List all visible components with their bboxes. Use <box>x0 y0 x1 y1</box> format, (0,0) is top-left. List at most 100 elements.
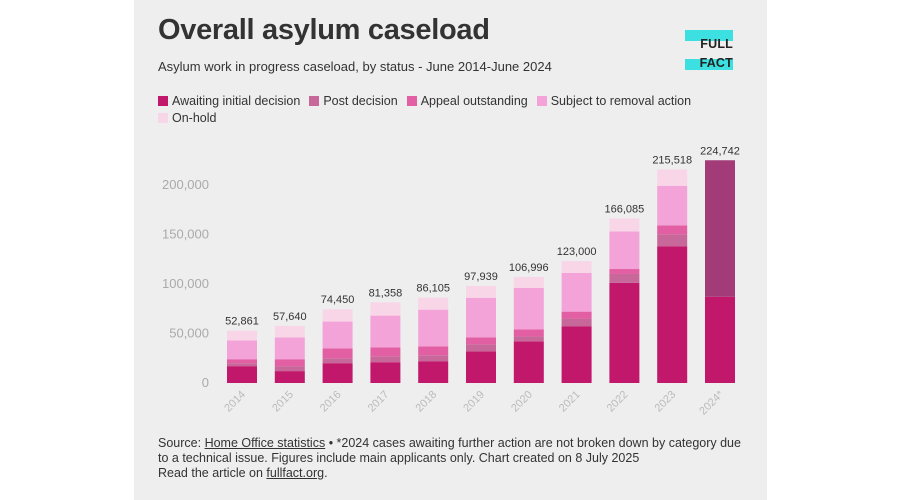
logo-text-line2: FACT <box>699 56 733 70</box>
bar-segment-2018-s1 <box>418 355 449 362</box>
source-label: Source: <box>158 436 202 450</box>
bar-segment-2019-s4 <box>466 285 496 298</box>
bar-segment-2018-s3 <box>418 309 449 347</box>
legend-swatch-subject-to-removal-action <box>536 96 547 106</box>
legend-swatch-post-decision <box>309 96 320 106</box>
x-tick-label: 2014 <box>222 389 248 415</box>
legend-swatch-appeal-outstanding <box>406 96 417 106</box>
bar-segment-2022-s2 <box>609 269 640 274</box>
bar-segment-2014-s0 <box>227 366 257 383</box>
bar-segment-2014-s4 <box>227 330 257 341</box>
legend-swatch-awaiting-initial-decision <box>158 96 168 106</box>
bar-segment-2017-s2 <box>370 347 401 357</box>
bar-segment-2018-s4 <box>418 297 449 310</box>
bar-segment-2020-s4 <box>513 276 544 288</box>
bar-segment-2022-s0 <box>609 282 640 383</box>
bar-segment-2020-s1 <box>513 336 544 342</box>
total-label: 74,450 <box>321 294 355 306</box>
logo-bar-top <box>685 30 733 41</box>
chart-legend-row-2: On-hold <box>158 111 225 125</box>
total-label: 81,358 <box>369 287 403 299</box>
legend-label: Post decision <box>323 94 398 108</box>
x-tick-label: 2017 <box>366 389 392 415</box>
y-tick-label: 150,000 <box>162 226 209 241</box>
bar-segment-2022-s3 <box>609 231 640 270</box>
bar-segment-2016-s3 <box>322 321 353 349</box>
bar-segment-2021-s2 <box>561 311 592 319</box>
bar-segment-2016-s0 <box>322 363 353 383</box>
footer-note: • *2024 cases awaiting further action ar… <box>158 436 741 465</box>
legend-item-appeal-outstanding: Appeal outstanding <box>406 94 528 108</box>
bar-segment-2019-s1 <box>466 344 496 352</box>
legend-label: Awaiting initial decision <box>172 94 301 108</box>
bar-segment-2022-s4 <box>609 218 640 232</box>
bar-segment-2023-s2 <box>657 225 688 235</box>
bar-segment-2017-s3 <box>370 315 401 348</box>
bar-segment-2019-s0 <box>466 351 496 383</box>
source-link[interactable]: Home Office statistics <box>204 436 326 450</box>
bar-segment-2019-s2 <box>466 337 496 345</box>
logo-text-line1: FULL <box>700 37 733 51</box>
y-tick-label: 200,000 <box>162 177 209 192</box>
x-tick-label: 2019 <box>461 389 487 415</box>
total-label: 166,085 <box>605 203 645 215</box>
bar-segment-2014-s1 <box>227 363 257 367</box>
x-tick-label: 2021 <box>557 389 583 415</box>
total-label: 52,861 <box>225 316 259 328</box>
bar-segment-2020-s0 <box>513 341 544 383</box>
total-label: 215,518 <box>652 154 692 166</box>
x-tick-label: 2022 <box>605 389 631 415</box>
chart-title: Overall asylum caseload <box>158 14 490 46</box>
bar-segment-2019-s3 <box>466 297 496 338</box>
total-label: 224,742 <box>700 145 740 157</box>
bar-segment-2015-s0 <box>274 371 305 383</box>
bar-segment-2018-s2 <box>418 346 449 356</box>
fullfact-link[interactable]: fullfact.org <box>266 466 325 480</box>
bar-segment-2016-s4 <box>322 309 353 322</box>
bar-segment-2022-s1 <box>609 273 640 283</box>
chart-card: Overall asylum caseload Asylum work in p… <box>134 0 767 500</box>
bar-segment-2015-s3 <box>274 337 305 360</box>
bar-segment-2015-s2 <box>274 359 305 367</box>
bar-segment-2020-s3 <box>513 287 544 330</box>
bar-segment-2021-s1 <box>561 318 592 327</box>
bar-segment-2015-s1 <box>274 366 305 372</box>
chart-legend: Awaiting initial decision Post decision Ap… <box>158 94 700 108</box>
y-tick-label: 100,000 <box>162 276 209 291</box>
bar-segment-2017-s0 <box>370 362 401 383</box>
x-tick-label: 2015 <box>270 389 296 415</box>
bar-segment-2023-s4 <box>657 169 688 186</box>
chart-footer: Source: Home Office statistics • *2024 c… <box>158 436 748 481</box>
x-tick-label: 2018 <box>414 389 440 415</box>
logo-bar-bottom <box>685 59 733 70</box>
legend-label: Subject to removal action <box>550 94 692 108</box>
x-tick-label: 2023 <box>653 389 679 415</box>
bar-segment-2020-s2 <box>513 329 544 337</box>
bar-segment-2014-s3 <box>227 340 257 360</box>
x-tick-label: 2020 <box>509 389 535 415</box>
y-tick-label: 0 <box>202 375 209 390</box>
legend-item-subject-to-removal-action: Subject to removal action <box>536 94 692 108</box>
bar-segment-2023-s0 <box>657 246 688 383</box>
bar-segment-2014-s2 <box>227 359 257 364</box>
bar-segment-2017-s1 <box>370 356 401 363</box>
bar-segment-2016-s2 <box>322 348 353 359</box>
bar-segment-2015-s4 <box>274 325 305 338</box>
bar-segment-2017-s4 <box>370 302 401 316</box>
total-label: 97,939 <box>464 271 498 283</box>
legend-swatch-on-hold <box>158 113 168 123</box>
total-label: 123,000 <box>557 246 597 258</box>
bar-segment-2021-s4 <box>561 261 592 273</box>
chart-subtitle: Asylum work in progress caseload, by sta… <box>158 59 552 74</box>
legend-item-on-hold: On-hold <box>158 111 216 125</box>
bar-segment-2023-s3 <box>657 185 688 226</box>
bar-segment-2016-s1 <box>322 358 353 364</box>
bar-segment-2018-s0 <box>418 361 449 383</box>
bar-segment-2021-s0 <box>561 326 592 383</box>
legend-item-awaiting-initial-decision: Awaiting initial decision <box>158 94 300 108</box>
legend-label: On-hold <box>172 111 217 125</box>
total-label: 106,996 <box>509 262 549 274</box>
bar-segment-2024-s5 <box>705 160 735 297</box>
x-tick-label: 2024* <box>697 388 726 417</box>
read-prefix: Read the article on <box>158 466 267 480</box>
